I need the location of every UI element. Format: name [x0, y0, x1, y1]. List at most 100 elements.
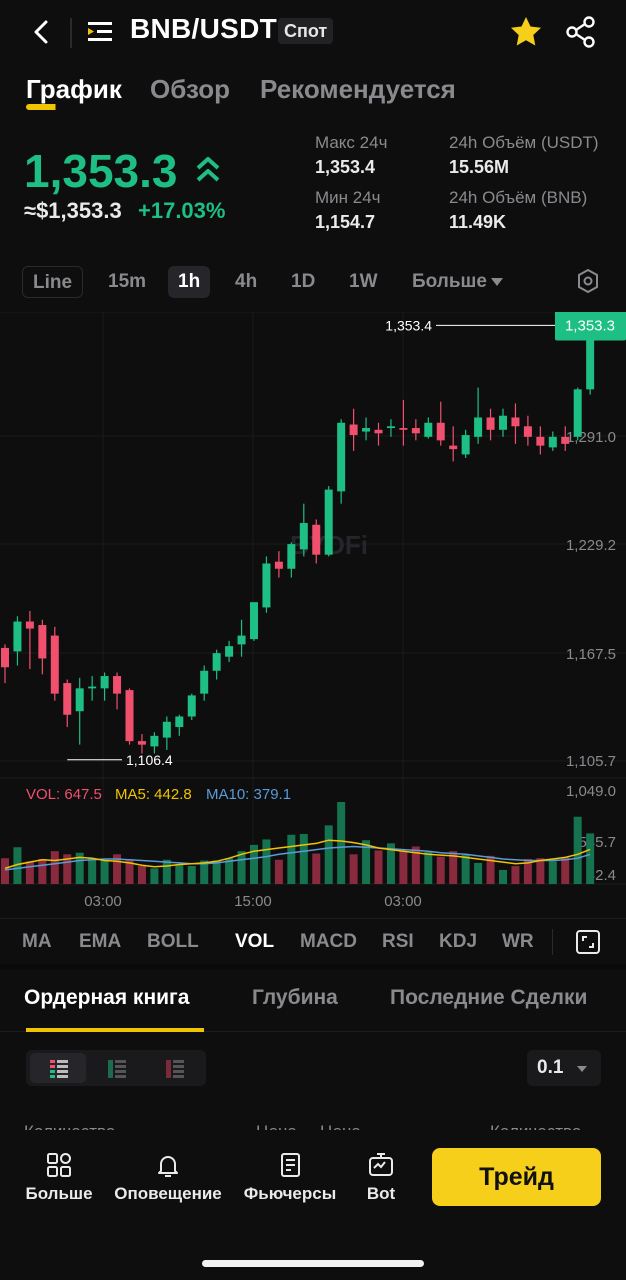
- candle-body: [374, 429, 383, 434]
- volume-bar: [349, 854, 358, 884]
- volume-bar: [586, 833, 595, 884]
- indicator-divider: [552, 929, 553, 955]
- interval-1h[interactable]: 1h: [168, 266, 211, 298]
- indicator-kdj[interactable]: KDJ: [439, 931, 478, 952]
- volume-bar: [150, 868, 159, 884]
- volume-bar: [299, 833, 308, 884]
- volume-bar: [25, 861, 34, 884]
- price-axis-label: 1,105.7: [566, 753, 616, 770]
- candle-body: [449, 445, 458, 450]
- stat-value: 11.49K: [449, 212, 507, 232]
- favorite-star-icon[interactable]: [508, 14, 544, 50]
- candle-body: [13, 621, 22, 652]
- volume-bar: [374, 850, 383, 884]
- precision-select[interactable]: 0.1: [527, 1050, 601, 1086]
- candle-body: [1, 647, 9, 668]
- candle-body: [150, 735, 159, 747]
- volume-bar: [287, 834, 296, 884]
- price-axis-label: 1,291.0: [566, 429, 616, 446]
- volume-bar: [175, 864, 184, 884]
- share-icon[interactable]: [563, 14, 599, 50]
- volume-bar: [523, 858, 532, 884]
- chart-settings-icon[interactable]: [574, 266, 602, 298]
- indicator-rsi[interactable]: RSI: [382, 931, 414, 952]
- volume-bar: [561, 857, 570, 884]
- stat-label: 24h Объём (USDT): [449, 133, 599, 152]
- price-axis-label: 1,167.5: [566, 646, 616, 663]
- nav-more[interactable]: Больше: [24, 1150, 94, 1204]
- candle-body: [175, 716, 184, 728]
- volume-bar: [113, 854, 122, 884]
- tab-chart[interactable]: График: [26, 74, 122, 104]
- volume-bar: [362, 840, 371, 884]
- volume-bar: [125, 860, 134, 884]
- volume-bar: [137, 866, 146, 884]
- candle-body: [262, 563, 271, 608]
- low-marker-label: 1,106.4: [126, 752, 173, 768]
- indicator-macd[interactable]: MACD: [300, 931, 357, 952]
- interval-more[interactable]: Больше: [402, 266, 513, 298]
- interval-4h[interactable]: 4h: [235, 271, 258, 292]
- volume-bar: [13, 847, 22, 884]
- volume-bar: [573, 816, 582, 884]
- tab-recent-trades[interactable]: Последние Сделки: [390, 986, 588, 1009]
- trade-button[interactable]: Трейд: [432, 1148, 601, 1206]
- orderbook-view-modes: [26, 1050, 206, 1086]
- nav-futures[interactable]: Фьючерсы: [242, 1150, 338, 1204]
- interval-1w[interactable]: 1W: [349, 271, 378, 292]
- indicator-ema[interactable]: EMA: [79, 931, 122, 952]
- volume-bar: [324, 825, 333, 884]
- nav-alerts[interactable]: Оповещение: [112, 1150, 224, 1204]
- indicator-wr[interactable]: WR: [502, 931, 534, 952]
- current-price-tag: [555, 312, 626, 341]
- tab-overview[interactable]: Обзор: [150, 74, 230, 104]
- tab-recommended[interactable]: Рекомендуется: [260, 74, 456, 104]
- interval-line[interactable]: Line: [22, 266, 84, 298]
- time-axis-label: 03:00: [84, 893, 122, 910]
- candle-body: [125, 690, 134, 742]
- nav-bot[interactable]: Bot: [358, 1150, 404, 1204]
- price-chart[interactable]: BYDFi1,291.01,229.21,167.51,105.71,353.4…: [0, 312, 626, 918]
- pair-title[interactable]: BNB/USDT: [130, 13, 278, 44]
- mode-asks-only[interactable]: [146, 1053, 202, 1083]
- back-arrow-icon[interactable]: [28, 14, 56, 50]
- nav-more-label: Больше: [25, 1184, 93, 1203]
- caret-down-icon: [577, 1066, 587, 1072]
- candle-body: [486, 417, 495, 430]
- mode-both-sides[interactable]: [30, 1053, 86, 1083]
- view-tabs: График Обзор Рекомендуется: [0, 66, 626, 116]
- fullscreen-icon[interactable]: [575, 929, 601, 955]
- candle-body: [573, 389, 582, 437]
- candle-body: [312, 524, 321, 555]
- candle-body: [461, 435, 470, 455]
- time-axis-label: 03:00: [384, 893, 422, 910]
- candle-body: [100, 676, 109, 689]
- top-header: BNB/USDT Спот: [0, 0, 626, 64]
- precision-value: 0.1: [537, 1057, 564, 1078]
- indicator-ma[interactable]: MA: [22, 931, 52, 952]
- interval-15m[interactable]: 15m: [108, 271, 147, 292]
- volume-bar: [63, 854, 72, 884]
- interval-1d[interactable]: 1D: [291, 271, 316, 292]
- candle-body: [113, 676, 122, 694]
- volume-bar: [424, 851, 433, 884]
- volume-bar: [262, 839, 271, 884]
- double-chevron-up-icon: [196, 157, 220, 182]
- indicator-boll[interactable]: BOLL: [147, 931, 199, 952]
- mode-bids-only[interactable]: [88, 1053, 144, 1083]
- indicator-vol[interactable]: VOL: [235, 931, 275, 952]
- volume-bar: [411, 846, 420, 884]
- volume-bar: [548, 861, 557, 884]
- tab-orderbook[interactable]: Ордерная книга: [24, 986, 190, 1009]
- stat-label: Мин 24ч: [315, 188, 381, 207]
- candle-body: [586, 325, 595, 390]
- indicator-bar: MA EMA BOLL VOL MACD RSI KDJ WR: [0, 918, 626, 964]
- candle-body: [536, 436, 545, 446]
- stat-value: 1,353.4: [315, 157, 376, 177]
- section-separator: [0, 964, 626, 970]
- ma10-line: [4, 845, 591, 871]
- pair-menu-icon[interactable]: [86, 19, 114, 45]
- candle-body: [25, 621, 34, 629]
- tab-depth[interactable]: Глубина: [252, 986, 338, 1009]
- candle-body: [250, 602, 258, 640]
